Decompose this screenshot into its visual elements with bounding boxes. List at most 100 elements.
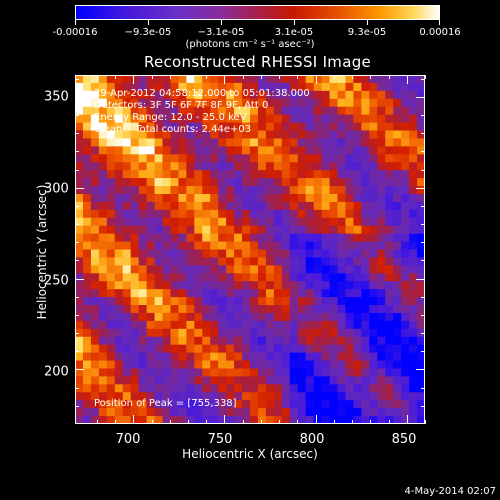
- x-minor-tick: [297, 420, 298, 424]
- heatmap-cell: [313, 392, 323, 401]
- heatmap-cell: [281, 106, 291, 116]
- heatmap-cell: [186, 217, 195, 227]
- heatmap-cell: [154, 360, 164, 370]
- heatmap-cell: [114, 312, 124, 322]
- heatmap-cell: [409, 233, 418, 243]
- heatmap-cell: [281, 90, 291, 100]
- heatmap-cell: [202, 154, 211, 163]
- heatmap-cell: [130, 201, 140, 211]
- heatmap-cell: [353, 178, 362, 187]
- heatmap-cell: [82, 98, 92, 108]
- heatmap-cell: [417, 170, 425, 179]
- heatmap-cell: [162, 186, 172, 195]
- heatmap-cell: [178, 368, 187, 378]
- heatmap-cell: [130, 193, 140, 203]
- heatmap-cell: [90, 344, 100, 354]
- heatmap-cell: [305, 384, 315, 393]
- heatmap-cell: [202, 122, 211, 132]
- heatmap-cell: [242, 193, 251, 203]
- heatmap-cell: [297, 416, 307, 424]
- heatmap-cell: [417, 360, 425, 370]
- heatmap-cell: [242, 201, 251, 211]
- heatmap-cell: [90, 146, 100, 155]
- heatmap-cell: [257, 384, 267, 393]
- heatmap-cell: [90, 186, 100, 195]
- heatmap-cell: [98, 178, 108, 187]
- heatmap-cell: [329, 138, 339, 147]
- heatmap-cell: [385, 162, 394, 171]
- heatmap-cell: [218, 281, 227, 290]
- heatmap-cell: [329, 257, 339, 266]
- heatmap-cell: [98, 233, 108, 243]
- heatmap-cell: [305, 193, 315, 203]
- heatmap-cell: [281, 138, 291, 147]
- heatmap-cell: [313, 225, 323, 235]
- heatmap-cell: [313, 162, 323, 171]
- heatmap-cell: [361, 170, 370, 179]
- heatmap-cell: [218, 368, 227, 378]
- heatmap-cell: [401, 146, 410, 155]
- heatmap-cell: [305, 400, 315, 409]
- heatmap-cell: [75, 178, 84, 187]
- heatmap-cell: [130, 170, 140, 179]
- heatmap-cell: [242, 122, 251, 132]
- heatmap-cell: [385, 241, 394, 251]
- heatmap-cell: [393, 154, 402, 163]
- heatmap-cell: [242, 344, 251, 354]
- heatmap-cell: [250, 312, 259, 322]
- heatmap-cell: [202, 312, 211, 322]
- heatmap-cell: [273, 392, 283, 401]
- heatmap-cell: [337, 249, 347, 259]
- heatmap-cell: [138, 225, 148, 235]
- heatmap-cell: [345, 408, 354, 417]
- heatmap-cell: [257, 146, 267, 155]
- heatmap-cell: [75, 257, 84, 266]
- heatmap-cell: [114, 138, 124, 147]
- heatmap-cell: [265, 170, 275, 179]
- heatmap-cell: [154, 273, 164, 282]
- heatmap-cell: [250, 273, 259, 282]
- heatmap-cell: [122, 384, 132, 393]
- heatmap-cell: [353, 289, 362, 298]
- heatmap-cell: [273, 400, 283, 409]
- heatmap-cell: [98, 384, 108, 393]
- heatmap-cell: [154, 178, 164, 187]
- heatmap-cell: [162, 130, 172, 140]
- heatmap-cell: [154, 289, 164, 298]
- heatmap-cell: [162, 416, 172, 424]
- heatmap-cell: [273, 225, 283, 235]
- heatmap-cell: [114, 328, 124, 338]
- heatmap-cell: [273, 217, 283, 227]
- heatmap-cell: [202, 82, 211, 92]
- heatmap-cell: [186, 82, 195, 92]
- heatmap-cell: [377, 281, 386, 290]
- heatmap-cell: [281, 400, 291, 409]
- heatmap-cell: [186, 146, 195, 155]
- heatmap-cell: [250, 90, 259, 100]
- heatmap-cell: [138, 233, 148, 243]
- heatmap-cell: [98, 82, 108, 92]
- heatmap-cell: [281, 384, 291, 393]
- heatmap-cell: [234, 249, 243, 259]
- heatmap-cell: [242, 170, 251, 179]
- heatmap-cell: [313, 186, 323, 195]
- heatmap-cell: [321, 138, 331, 147]
- heatmap-cell: [273, 273, 283, 282]
- heatmap-cell: [202, 249, 211, 259]
- heatmap-cell: [202, 336, 211, 346]
- x-minor-tick: [279, 420, 280, 424]
- heatmap-cell: [138, 336, 148, 346]
- heatmap-cell: [353, 360, 362, 370]
- heatmap-cell: [281, 328, 291, 338]
- heatmap-cell: [250, 257, 259, 266]
- heatmap-cell: [377, 384, 386, 393]
- heatmap-cell: [313, 209, 323, 219]
- heatmap-cell: [281, 201, 291, 211]
- heatmap-cell: [146, 336, 156, 346]
- heatmap-cell: [289, 273, 299, 282]
- heatmap-cell: [337, 201, 347, 211]
- heatmap-cell: [273, 201, 283, 211]
- heatmap-cell: [90, 281, 100, 290]
- heatmap-cell: [369, 265, 378, 274]
- heatmap-cell: [130, 217, 140, 227]
